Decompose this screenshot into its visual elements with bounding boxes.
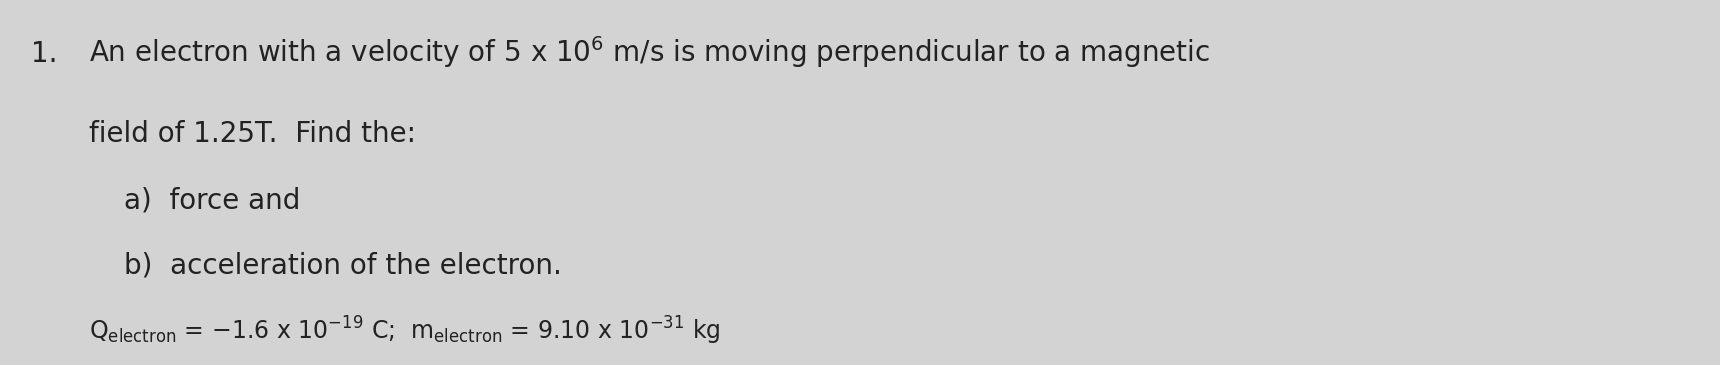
- Text: Q$_{\rm electron}$ = −1.6 x 10$^{-19}$ C;  m$_{\rm electron}$ = 9.10 x 10$^{-31}: Q$_{\rm electron}$ = −1.6 x 10$^{-19}$ C…: [89, 315, 721, 347]
- Text: 1.: 1.: [31, 40, 57, 68]
- Text: An electron with a velocity of 5 x 10$^{6}$ m/s is moving perpendicular to a mag: An electron with a velocity of 5 x 10$^{…: [89, 34, 1211, 70]
- Text: field of 1.25T.  Find the:: field of 1.25T. Find the:: [89, 120, 416, 148]
- Text: b)  acceleration of the electron.: b) acceleration of the electron.: [124, 252, 562, 280]
- Text: a)  force and: a) force and: [124, 186, 301, 214]
